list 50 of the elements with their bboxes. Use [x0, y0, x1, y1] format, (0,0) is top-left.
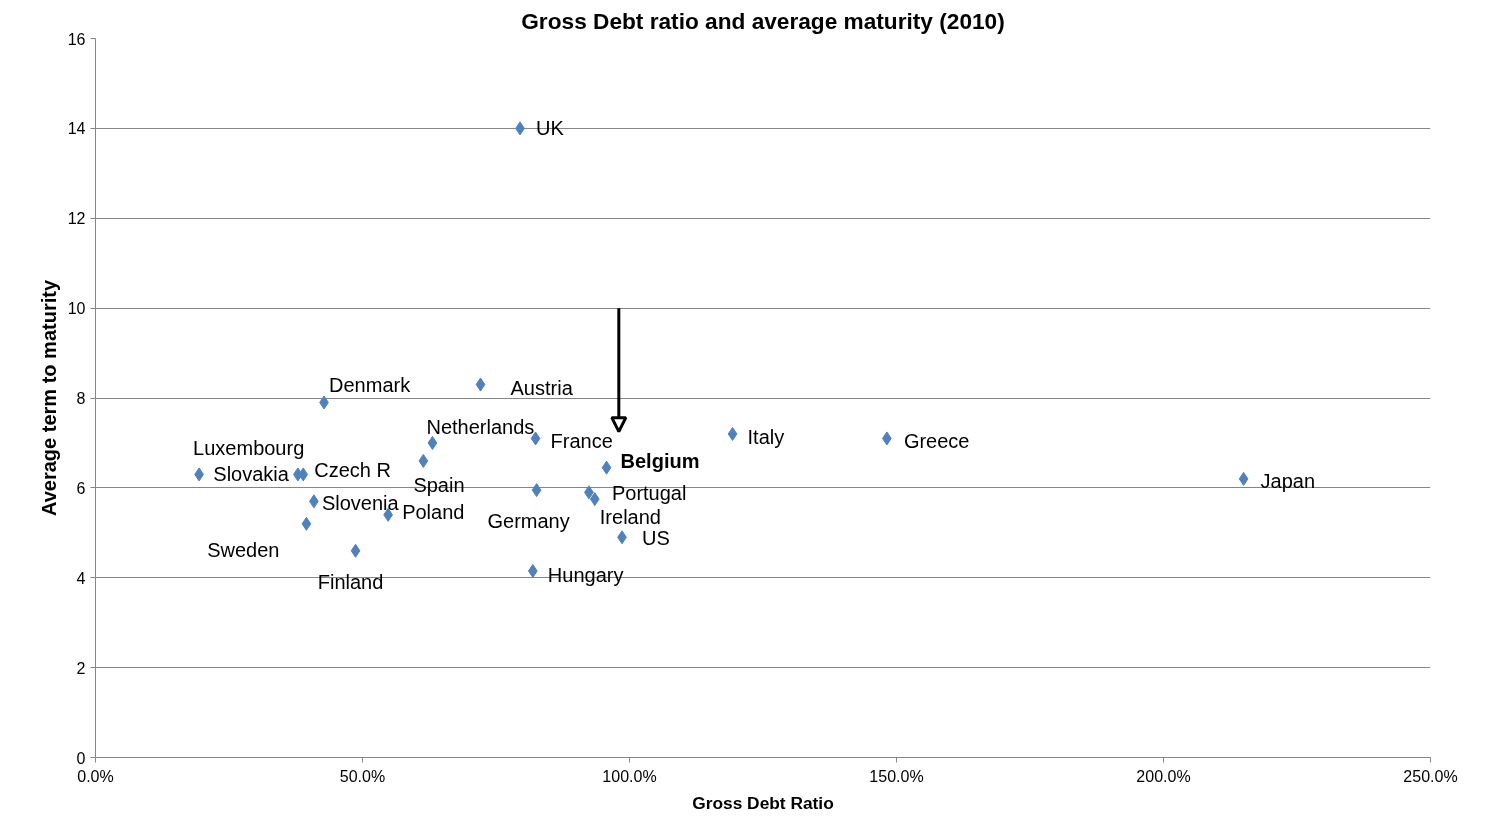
point [350, 543, 361, 558]
series-label: Hungary [547, 564, 624, 587]
point [1238, 471, 1249, 486]
series-label: Sweden [207, 538, 280, 561]
series-label: Finland [317, 570, 384, 593]
y-tick-label: 4 [76, 569, 86, 587]
series-label: Slovakia [213, 463, 290, 486]
series-label: Luxembourg [193, 437, 305, 460]
series-label: Germany [487, 510, 570, 533]
series-label: UK [536, 117, 565, 140]
series-label: Italy [747, 425, 785, 448]
point [418, 453, 429, 468]
series-label: US [642, 527, 670, 550]
x-tick-label: 0.0% [77, 767, 114, 785]
series-label: Slovenia [321, 492, 400, 515]
x-tick-label: 100.0% [602, 767, 657, 785]
series-label: Portugal [611, 482, 687, 505]
y-tick-label: 16 [67, 30, 86, 48]
chart-title: Gross Debt ratio and average maturity (2010) [521, 7, 1005, 34]
point [601, 460, 612, 475]
series-label: Poland [402, 500, 465, 523]
series-label: Austria [510, 376, 574, 399]
y-axis-title: Average term to maturity [37, 279, 60, 516]
point [727, 426, 738, 441]
x-tick-label: 50.0% [339, 767, 386, 785]
series-label: Japan [1260, 469, 1316, 492]
y-tick-label: 0 [76, 749, 86, 767]
x-axis-title: Gross Debt Ratio [692, 792, 834, 813]
point [531, 483, 542, 498]
y-tick-label: 6 [76, 479, 86, 497]
y-tick-label: 12 [67, 210, 86, 228]
x-tick-label: 250.0% [1403, 767, 1458, 785]
y-tick-label: 10 [67, 300, 86, 318]
series-label: Ireland [599, 506, 661, 529]
point [301, 516, 312, 531]
series-label: Spain [413, 473, 465, 496]
x-tick-label: 150.0% [869, 767, 924, 785]
series-label: Netherlands [426, 415, 535, 438]
series-label: Czech R [314, 459, 391, 482]
point [589, 492, 600, 507]
y-tick-label: 8 [76, 390, 86, 407]
point [427, 435, 438, 450]
series-label: France [550, 430, 613, 453]
series-label: Greece [903, 430, 970, 453]
point [475, 377, 486, 392]
y-tick-label: 14 [67, 120, 86, 138]
annotation: Belgium [620, 449, 700, 472]
x-tick-label: 200.0% [1136, 767, 1191, 785]
y-tick-label: 2 [76, 659, 86, 677]
series-label: Denmark [329, 374, 412, 397]
